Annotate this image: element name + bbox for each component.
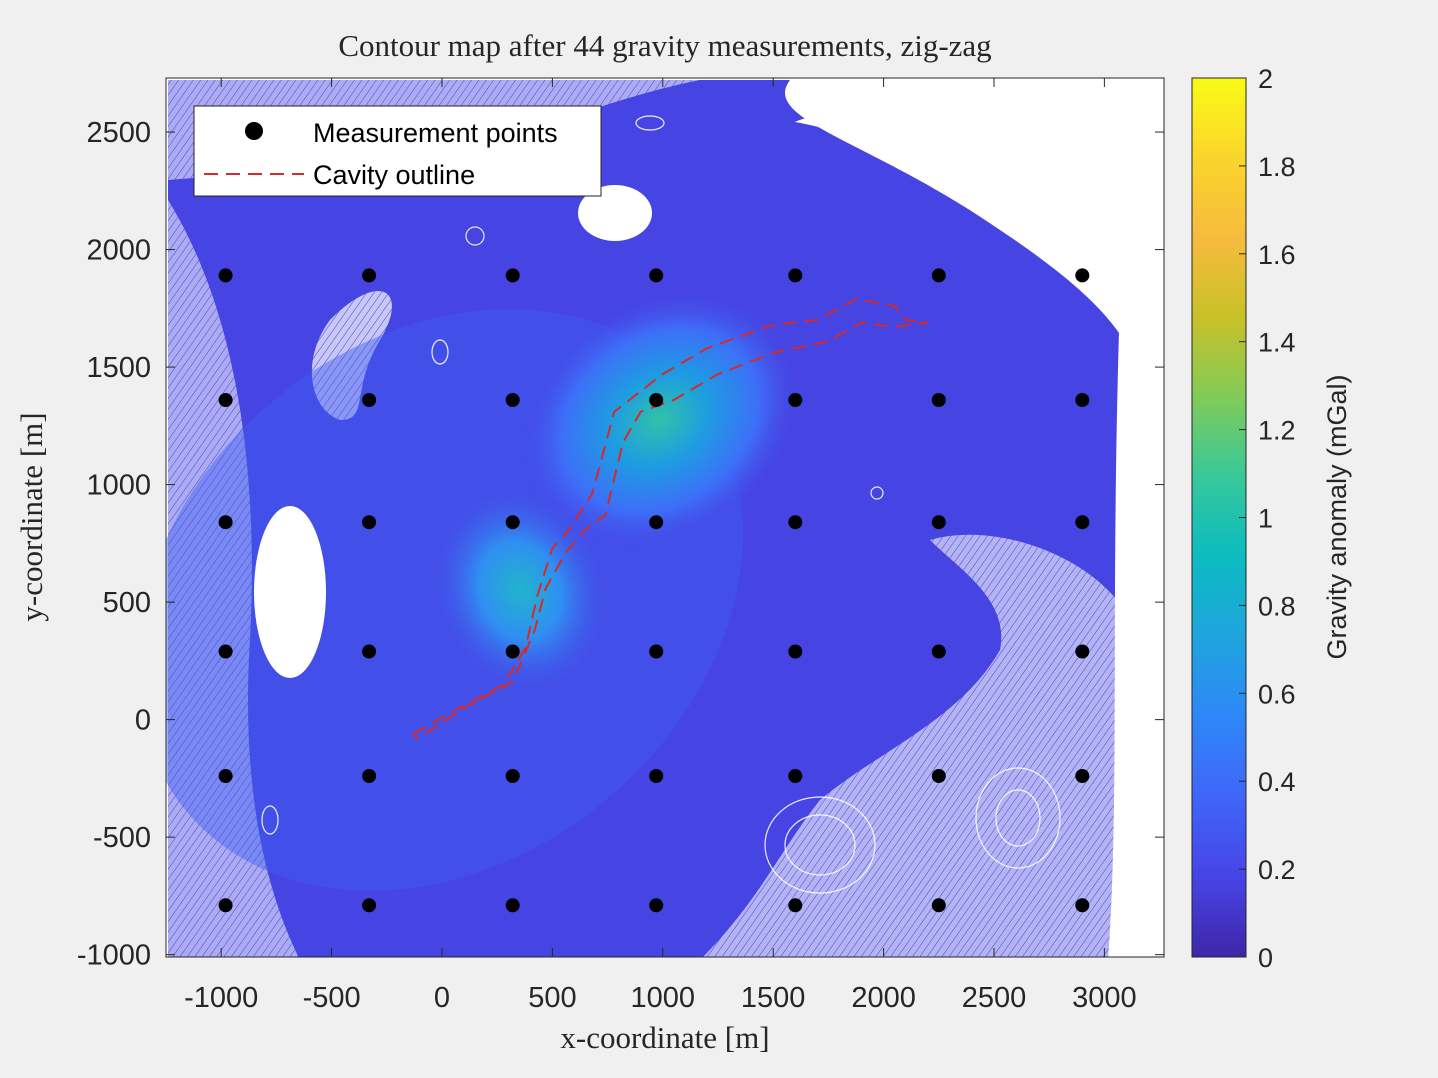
- measurement-point: [218, 515, 233, 530]
- measurement-point: [505, 393, 520, 407]
- measurement-point: [1075, 898, 1090, 913]
- x-tick-label: 3000: [1072, 982, 1137, 1014]
- colorbar-tick-label: 1.6: [1258, 240, 1296, 270]
- colorbar-tick-label: 1: [1258, 504, 1273, 534]
- y-axis-ticks: -1000 -500 0 500 1000 1500 2000 2500: [77, 117, 1164, 972]
- legend-label-measurement-points: Measurement points: [313, 118, 558, 148]
- measurement-point: [362, 644, 377, 659]
- measurement-point: [649, 644, 664, 659]
- colorbar-tick-label: 1.8: [1258, 152, 1296, 182]
- x-tick-label: 1000: [631, 982, 696, 1014]
- measurement-points-layer: [218, 268, 1090, 913]
- measurement-point: [1075, 268, 1090, 283]
- y-tick-label: -500: [93, 822, 151, 854]
- measurement-point: [505, 898, 520, 913]
- legend-label-cavity-outline: Cavity outline: [313, 160, 475, 190]
- legend: Measurement points Cavity outline: [193, 105, 602, 197]
- measurement-point: [788, 515, 803, 530]
- x-axis-ticks: -1000 -500 0 500 1000 1500 2000 2500 3000: [184, 78, 1137, 1014]
- measurement-point: [931, 268, 946, 283]
- x-tick-label: 2500: [962, 982, 1027, 1014]
- measurement-point: [505, 644, 520, 659]
- colorbar-tick-label: 1.2: [1258, 416, 1296, 446]
- y-tick-label: 0: [135, 705, 151, 737]
- measurement-point: [649, 769, 664, 783]
- colorbar-label: Gravity anomaly (mGal): [1322, 374, 1352, 659]
- measurement-point: [931, 644, 946, 659]
- measurement-point: [1075, 393, 1090, 407]
- colorbar-ticks: 0 0.2 0.4 0.6 0.8 1 1.2 1.4 1.6 1.8 2: [1239, 64, 1296, 973]
- measurement-point: [788, 268, 803, 283]
- y-tick-label: 500: [103, 587, 151, 619]
- colorbar-tick-label: 1.4: [1258, 328, 1296, 358]
- measurement-point: [931, 393, 946, 407]
- measurement-point: [649, 268, 664, 283]
- measurement-point: [218, 644, 233, 659]
- measurement-point: [218, 268, 233, 283]
- axes-box: [165, 77, 1165, 958]
- x-axis-label: x-coordinate [m]: [560, 1020, 769, 1055]
- legend-marker-measurement-points: [245, 122, 263, 140]
- x-tick-label: 500: [528, 982, 576, 1014]
- measurement-point: [505, 268, 520, 283]
- measurement-point: [218, 393, 233, 407]
- measurement-point: [649, 898, 664, 913]
- measurement-point: [788, 644, 803, 659]
- measurement-point: [931, 769, 946, 783]
- y-tick-label: 2000: [86, 235, 151, 267]
- measurement-point: [788, 393, 803, 407]
- measurement-point: [362, 393, 377, 407]
- measurement-point: [218, 769, 233, 783]
- chart-title: Contour map after 44 gravity measurement…: [338, 28, 991, 63]
- measurement-point: [1075, 515, 1090, 530]
- measurement-point: [362, 515, 377, 530]
- measurement-point: [362, 769, 377, 783]
- cavity-outline-layer: [412, 297, 928, 740]
- measurement-point: [788, 898, 803, 913]
- y-tick-label: -1000: [77, 940, 151, 972]
- colorbar-tick-label: 0.2: [1258, 855, 1296, 885]
- colorbar-tick-label: 2: [1258, 64, 1273, 94]
- colorbar-tick-label: 0: [1258, 943, 1273, 973]
- measurement-point: [362, 268, 377, 283]
- colorbar-tick-label: 0.8: [1258, 591, 1296, 621]
- colorbar-tick-label: 0.4: [1258, 767, 1296, 797]
- measurement-point: [649, 515, 664, 530]
- measurement-point: [649, 393, 664, 407]
- y-tick-label: 1000: [86, 470, 151, 502]
- x-tick-label: 1500: [741, 982, 806, 1014]
- y-axis-label: y-coordinate [m]: [14, 412, 49, 621]
- cavity-outline: [412, 297, 928, 740]
- x-tick-label: -1000: [184, 982, 258, 1014]
- x-tick-label: -500: [303, 982, 361, 1014]
- colorbar: [1191, 77, 1247, 958]
- colorbar-tick-label: 0.6: [1258, 679, 1296, 709]
- x-tick-label: 0: [434, 982, 450, 1014]
- y-tick-label: 2500: [86, 117, 151, 149]
- x-tick-label: 2000: [851, 982, 916, 1014]
- legend-box: [193, 105, 602, 197]
- measurement-point: [505, 769, 520, 783]
- measurement-point: [362, 898, 377, 913]
- y-tick-label: 1500: [86, 352, 151, 384]
- measurement-point: [1075, 644, 1090, 659]
- measurement-point: [505, 515, 520, 530]
- measurement-point: [218, 898, 233, 913]
- measurement-point: [1075, 769, 1090, 783]
- measurement-point: [931, 515, 946, 530]
- measurement-point: [788, 769, 803, 783]
- measurement-point: [931, 898, 946, 913]
